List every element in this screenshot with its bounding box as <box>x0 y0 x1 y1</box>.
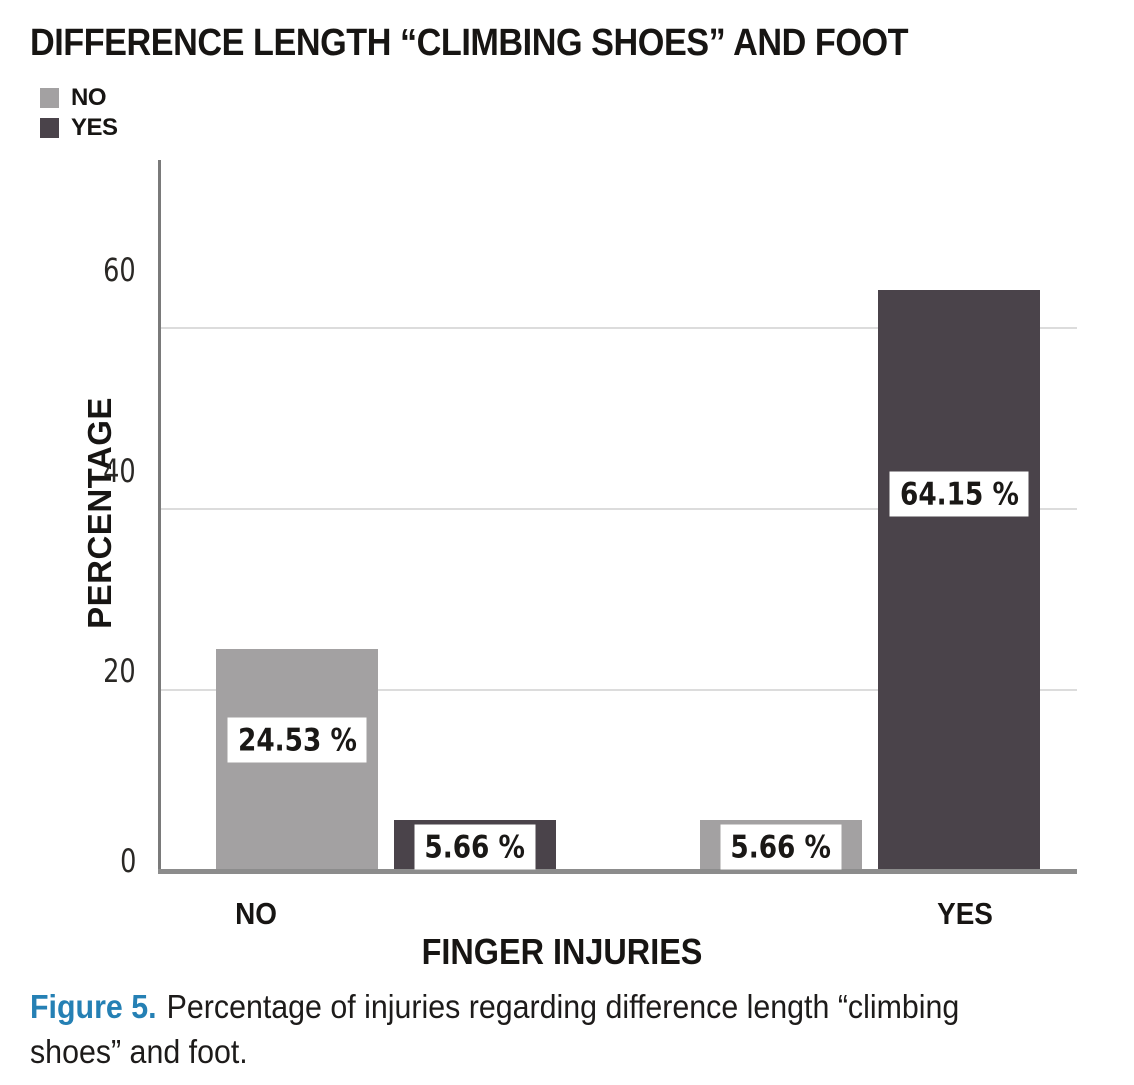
caption-line-1: Figure 5. Percentage of injuries regardin… <box>30 984 1088 1029</box>
gridline-60 <box>160 327 1077 329</box>
value-label-text: 64.15 % <box>899 476 1019 512</box>
legend-item-no: NO <box>40 83 118 113</box>
value-label-text: 5.66 % <box>424 829 526 865</box>
legend-swatch-yes <box>40 118 59 138</box>
figure-caption: Figure 5. Percentage of injuries regardin… <box>30 984 1088 1074</box>
y-axis-line <box>158 160 161 874</box>
y-tick-text: 20 <box>103 652 136 690</box>
y-tick-text: 0 <box>119 842 136 880</box>
y-tick-label-40: 40 <box>16 452 136 490</box>
y-tick-label-0: 0 <box>16 842 136 880</box>
y-tick-text: 40 <box>103 452 136 490</box>
x-axis-line <box>158 869 1077 874</box>
legend-item-yes: YES <box>40 113 118 143</box>
y-tick-label-20: 20 <box>16 652 136 690</box>
chart-legend: NO YES <box>40 83 118 143</box>
value-label-yes-yes: 64.15 % <box>889 471 1029 517</box>
gridline-20 <box>160 689 1077 691</box>
caption-line1-text: Percentage of injuries regarding differe… <box>166 988 960 1025</box>
gridline-40 <box>160 508 1077 510</box>
caption-line-2: shoes” and foot. <box>30 1033 248 1070</box>
y-tick-text: 60 <box>103 251 136 289</box>
x-category-label-yes: YES <box>937 896 993 931</box>
legend-swatch-no <box>40 88 59 108</box>
y-tick-label-60: 60 <box>16 251 136 289</box>
chart-title: DIFFERENCE LENGTH “CLIMBING SHOES” AND F… <box>30 22 909 64</box>
value-label-text: 24.53 % <box>237 722 357 758</box>
value-label-no-no: 24.53 % <box>227 717 367 763</box>
x-axis-title: FINGER INJURIES <box>421 931 703 972</box>
bar-yes-yes <box>878 290 1040 871</box>
caption-figure-label: Figure 5. <box>30 988 157 1025</box>
x-category-label-no: NO <box>235 896 277 931</box>
legend-label-no: NO <box>71 84 107 111</box>
value-label-no-yes: 5.66 % <box>414 824 536 870</box>
value-label-text: 5.66 % <box>730 829 832 865</box>
legend-label-yes: YES <box>71 114 118 141</box>
y-axis-title: PERCENTAGE <box>81 397 118 629</box>
value-label-yes-no: 5.66 % <box>720 824 842 870</box>
